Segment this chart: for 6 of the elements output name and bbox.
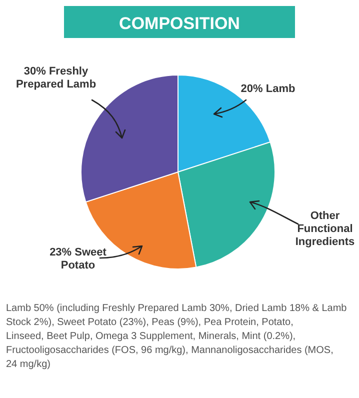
slice-label: 30% Freshly Prepared Lamb [16, 66, 96, 90]
slice-label: Other Functional Ingredients [295, 210, 355, 248]
slice-label: 20% Lamb [240, 83, 296, 95]
slice-label: 23% Sweet Potato [50, 246, 107, 272]
chart-title: COMPOSITION [119, 14, 240, 33]
text: Lamb 50% (including Freshly Prepared Lamb 30%, Dried Lamb 18% & Lamb Stock 2%), Sweet Potato (23%), Peas (9%), Pea Protein, Potato, Linseed, Beet Pulp, Omega 3 Supplement, Minerals, Mint (0.2%), Fructooligosaccharides (FOS, 96 mg/kg), Mannanoligosaccharides (MOS, 24 mg/kg) [6, 303, 348, 370]
